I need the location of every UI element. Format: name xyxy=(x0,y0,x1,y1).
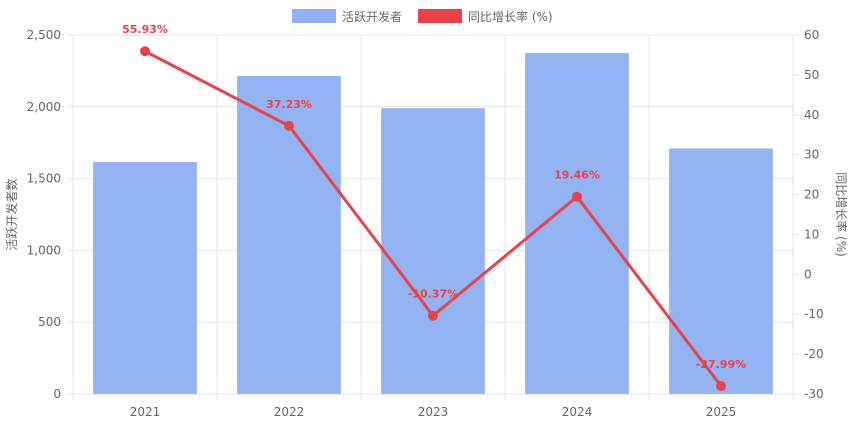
data-labels: 55.93% 37.23% -10.37% 19.46% -27.99% xyxy=(122,23,746,371)
data-label-2025: -27.99% xyxy=(696,358,746,371)
y-tick-label: 2,500 xyxy=(27,28,61,42)
y-tick-label: 2,000 xyxy=(27,100,61,114)
y2-tick-label: 40 xyxy=(804,108,819,122)
y-tick-label: 0 xyxy=(53,387,61,401)
y2-tick-label: 0 xyxy=(804,267,812,281)
legend-label-bar: 活跃开发者 xyxy=(342,9,402,24)
bar-2025 xyxy=(669,148,773,394)
bar-series xyxy=(93,52,773,395)
line-point-2022 xyxy=(284,120,294,131)
y-tick-label: 1,000 xyxy=(27,243,61,257)
line-point-2023 xyxy=(428,310,438,321)
legend-swatch-line xyxy=(418,9,462,23)
y2-axis-title: 同比增长率 (%) xyxy=(834,172,849,257)
y2-tick-label: -20 xyxy=(804,347,824,361)
y-tick-label: 1,500 xyxy=(27,172,61,186)
bar-2021 xyxy=(93,162,197,394)
y-tick-label: 500 xyxy=(38,315,61,329)
line-point-2021 xyxy=(140,46,150,57)
x-tick-label: 2022 xyxy=(274,405,305,419)
line-segment xyxy=(575,195,723,388)
data-label-2021: 55.93% xyxy=(122,23,168,36)
line-segment xyxy=(287,124,435,318)
y2-tick-label: 30 xyxy=(804,148,819,162)
bar-2024 xyxy=(525,52,629,394)
legend-label-line: 同比增长率 (%) xyxy=(468,9,553,24)
x-tick-label: 2025 xyxy=(706,405,737,419)
y2-tick-label: 50 xyxy=(804,68,819,82)
line-segment xyxy=(431,195,579,318)
line-point-2024 xyxy=(572,191,582,202)
line-point-2025 xyxy=(716,380,726,391)
line-segment xyxy=(143,49,291,128)
x-tick-label: 2021 xyxy=(130,405,161,419)
x-tick-label: 2023 xyxy=(418,405,449,419)
y-axis-title: 活跃开发者数 xyxy=(4,178,19,250)
x-tick-label: 2024 xyxy=(562,405,593,419)
legend-swatch-bar xyxy=(292,9,336,23)
axes: 0 500 1,000 1,500 2,000 2,500 -30 -20 -10 0 10 20 30… xyxy=(4,28,849,419)
y2-tick-label: 10 xyxy=(804,227,819,241)
y2-tick-label: -10 xyxy=(804,307,824,321)
y2-tick-label: 60 xyxy=(804,28,819,42)
y2-tick-label: -30 xyxy=(804,387,824,401)
data-label-2022: 37.23% xyxy=(266,98,312,111)
y2-tick-label: 20 xyxy=(804,188,819,202)
data-label-2024: 19.46% xyxy=(554,169,600,182)
line-series xyxy=(140,46,726,391)
bar-2023 xyxy=(381,108,485,395)
data-label-2023: -10.37% xyxy=(408,288,458,301)
legend: 活跃开发者 同比增长率 (%) xyxy=(292,9,553,24)
